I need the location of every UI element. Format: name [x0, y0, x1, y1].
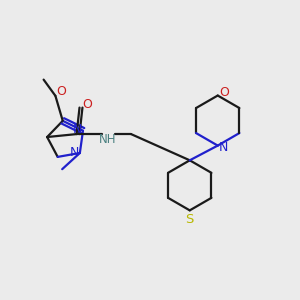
Text: O: O	[82, 98, 92, 111]
Text: O: O	[56, 85, 66, 98]
Text: N: N	[70, 146, 79, 160]
Text: S: S	[186, 213, 194, 226]
Text: O: O	[219, 86, 229, 99]
Text: N: N	[73, 123, 82, 136]
Text: N: N	[218, 141, 228, 154]
Text: NH: NH	[99, 134, 117, 146]
